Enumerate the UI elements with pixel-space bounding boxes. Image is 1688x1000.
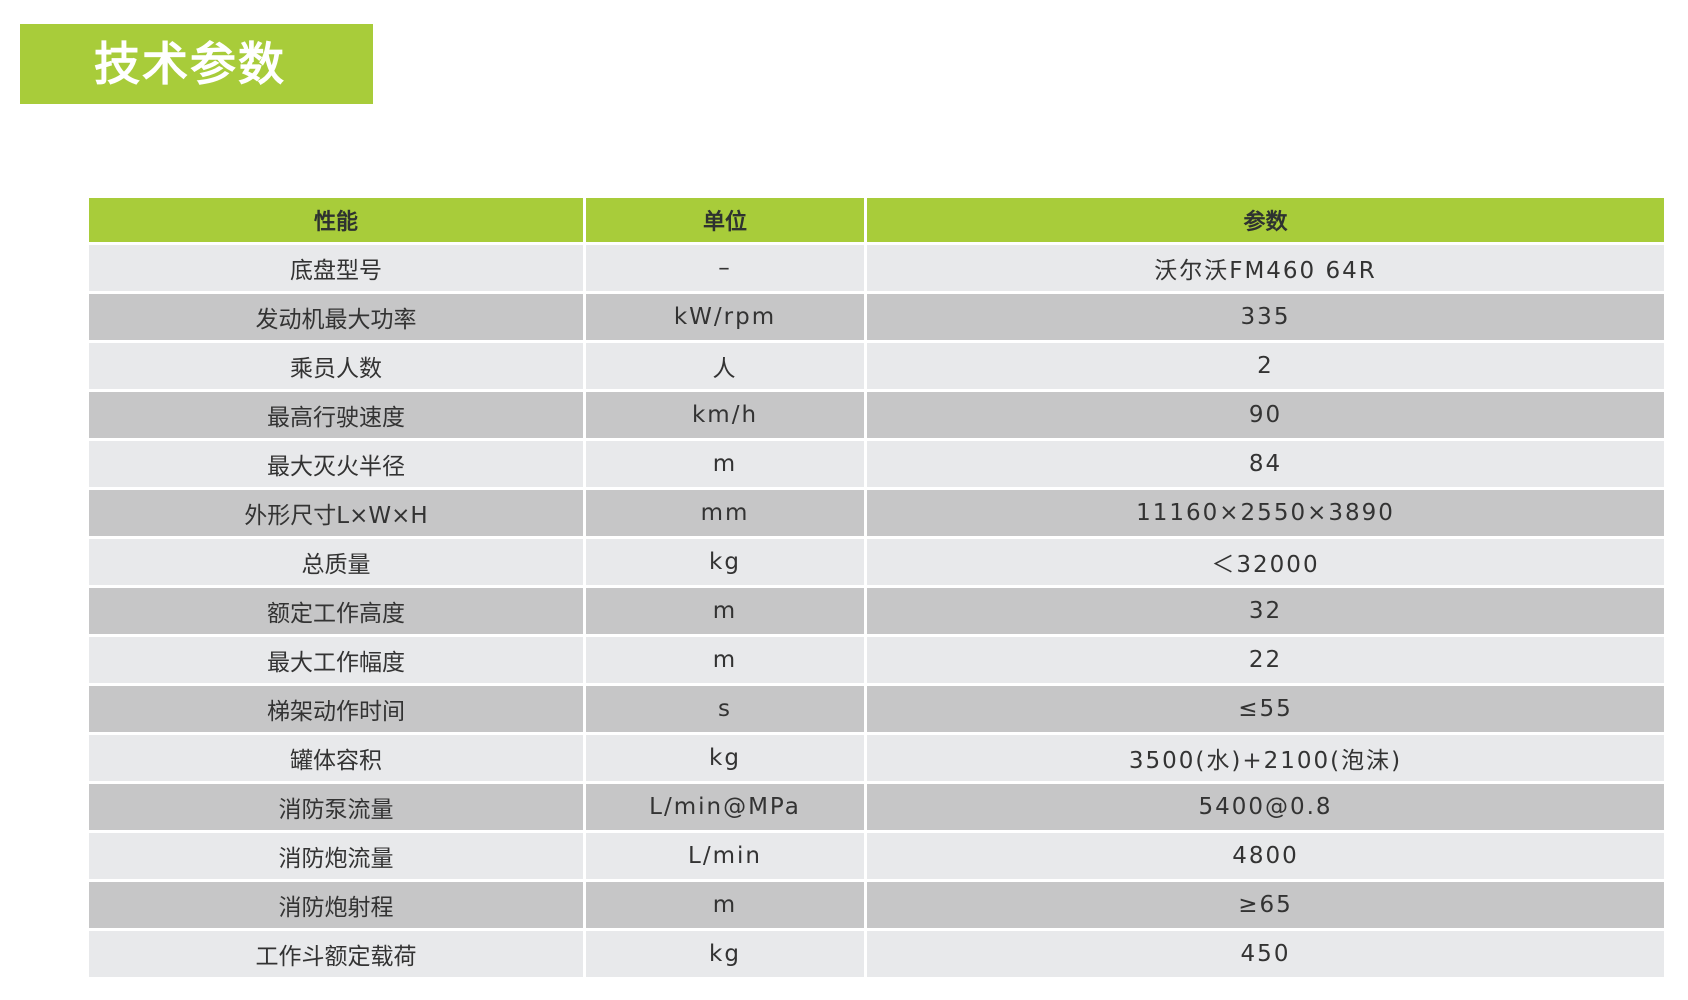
- table-row: 最高行驶速度 km/h 90: [89, 392, 1664, 438]
- cell-performance: 消防炮射程: [89, 882, 583, 928]
- cell-parameter: ≥65: [867, 882, 1664, 928]
- cell-unit: kg: [586, 931, 864, 977]
- table-row: 外形尺寸L×W×H mm 11160×2550×3890: [89, 490, 1664, 536]
- header-unit: 单位: [586, 198, 864, 242]
- table-row: 最大灭火半径 m 84: [89, 441, 1664, 487]
- spec-table: 性能 单位 参数 底盘型号 – 沃尔沃FM460 64R 发动机最大功率 kW/rpm 3…: [86, 195, 1667, 980]
- header-performance: 性能: [89, 198, 583, 242]
- cell-unit: m: [586, 588, 864, 634]
- cell-unit: mm: [586, 490, 864, 536]
- cell-parameter: 335: [867, 294, 1664, 340]
- table-row: 罐体容积 kg 3500(水)+2100(泡沫): [89, 735, 1664, 781]
- cell-parameter: ＜32000: [867, 539, 1664, 585]
- cell-performance: 最高行驶速度: [89, 392, 583, 438]
- cell-unit: L/min: [586, 833, 864, 879]
- table-row: 底盘型号 – 沃尔沃FM460 64R: [89, 245, 1664, 291]
- cell-performance: 乘员人数: [89, 343, 583, 389]
- table-row: 梯架动作时间 s ≤55: [89, 686, 1664, 732]
- cell-parameter: 22: [867, 637, 1664, 683]
- cell-parameter: 4800: [867, 833, 1664, 879]
- cell-parameter: ≤55: [867, 686, 1664, 732]
- cell-performance: 发动机最大功率: [89, 294, 583, 340]
- header-parameter: 参数: [867, 198, 1664, 242]
- cell-unit: L/min@MPa: [586, 784, 864, 830]
- table-row: 消防泵流量 L/min@MPa 5400@0.8: [89, 784, 1664, 830]
- cell-performance: 底盘型号: [89, 245, 583, 291]
- cell-unit: m: [586, 882, 864, 928]
- table-row: 发动机最大功率 kW/rpm 335: [89, 294, 1664, 340]
- section-title-banner: 技术参数: [20, 24, 373, 104]
- cell-unit: –: [586, 245, 864, 291]
- cell-parameter: 32: [867, 588, 1664, 634]
- cell-unit: m: [586, 637, 864, 683]
- section-title: 技术参数: [94, 37, 286, 91]
- cell-parameter: 5400@0.8: [867, 784, 1664, 830]
- cell-unit: kg: [586, 539, 864, 585]
- cell-performance: 梯架动作时间: [89, 686, 583, 732]
- cell-performance: 最大工作幅度: [89, 637, 583, 683]
- cell-performance: 工作斗额定载荷: [89, 931, 583, 977]
- cell-unit: s: [586, 686, 864, 732]
- cell-unit: km/h: [586, 392, 864, 438]
- cell-parameter: 450: [867, 931, 1664, 977]
- cell-performance: 消防炮流量: [89, 833, 583, 879]
- cell-unit: m: [586, 441, 864, 487]
- table-header-row: 性能 单位 参数: [89, 198, 1664, 242]
- table-row: 乘员人数人 2: [89, 343, 1664, 389]
- cell-performance: 消防泵流量: [89, 784, 583, 830]
- cell-parameter: 11160×2550×3890: [867, 490, 1664, 536]
- cell-performance: 罐体容积: [89, 735, 583, 781]
- cell-parameter: 84: [867, 441, 1664, 487]
- cell-performance: 最大灭火半径: [89, 441, 583, 487]
- cell-parameter: 3500(水)+2100(泡沫): [867, 735, 1664, 781]
- cell-parameter: 2: [867, 343, 1664, 389]
- table-row: 最大工作幅度 m 22: [89, 637, 1664, 683]
- cell-performance: 外形尺寸L×W×H: [89, 490, 583, 536]
- table-row: 工作斗额定载荷 kg 450: [89, 931, 1664, 977]
- cell-unit: kg: [586, 735, 864, 781]
- cell-performance: 额定工作高度: [89, 588, 583, 634]
- table-row: 额定工作高度 m 32: [89, 588, 1664, 634]
- cell-parameter: 90: [867, 392, 1664, 438]
- cell-unit: kW/rpm: [586, 294, 864, 340]
- table-row: 消防炮射程 m ≥65: [89, 882, 1664, 928]
- cell-unit: 人: [586, 343, 864, 389]
- cell-performance: 总质量: [89, 539, 583, 585]
- table-row: 消防炮流量 L/min 4800: [89, 833, 1664, 879]
- table-row: 总质量 kg ＜32000: [89, 539, 1664, 585]
- cell-parameter: 沃尔沃FM460 64R: [867, 245, 1664, 291]
